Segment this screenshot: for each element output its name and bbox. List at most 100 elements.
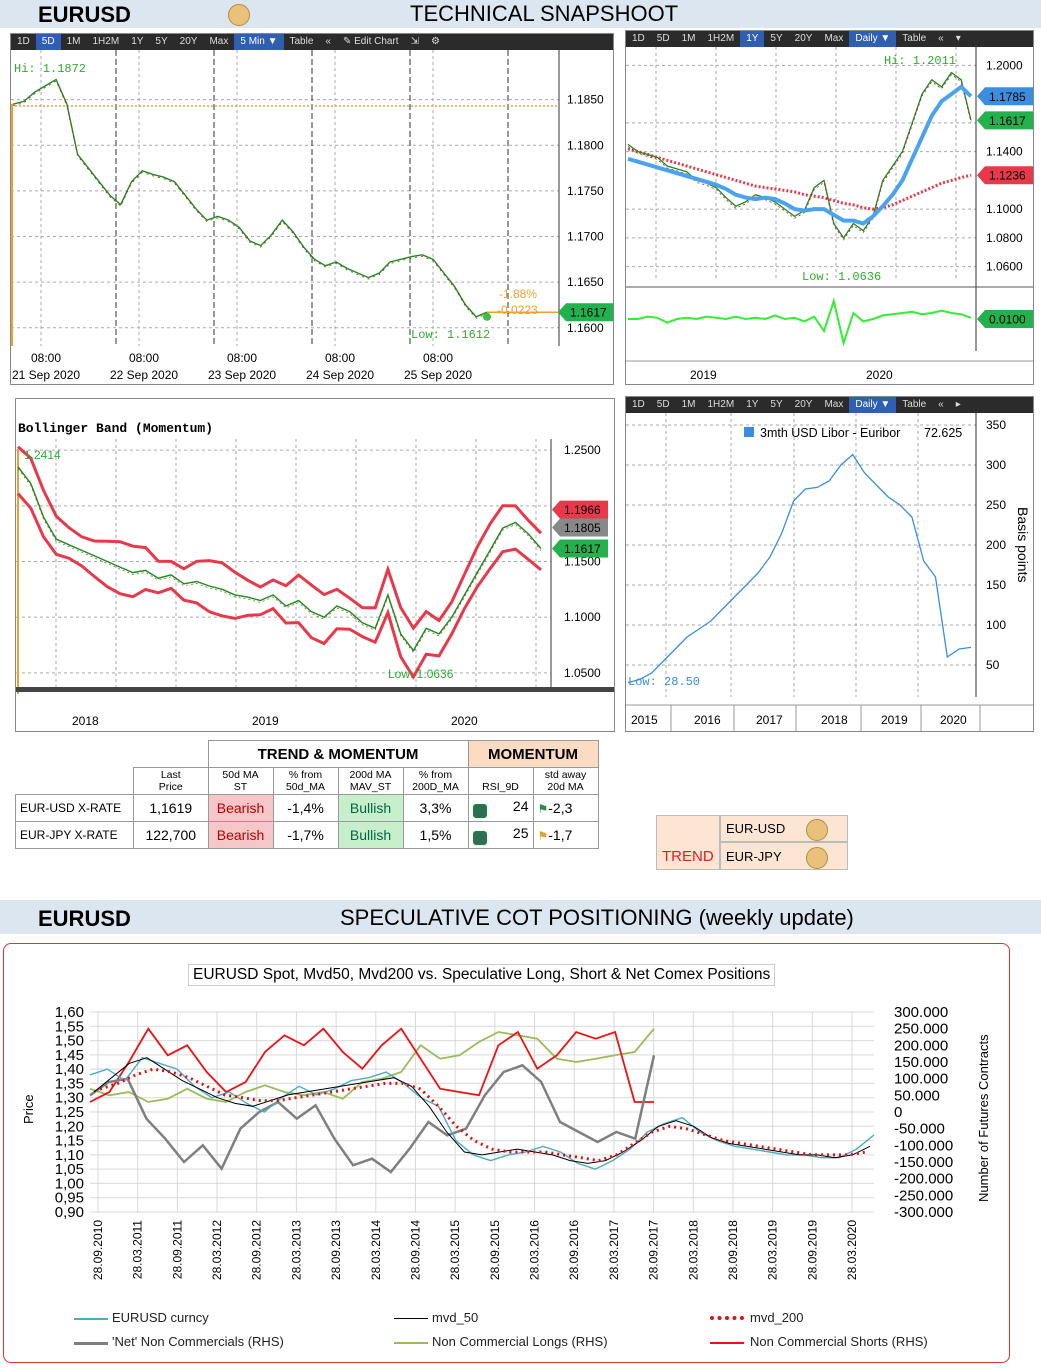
- toolbar-button-9[interactable]: Table: [902, 33, 927, 44]
- toolbar-button-5[interactable]: 5Y: [155, 36, 168, 47]
- left-tick-label: 1,10: [55, 1147, 84, 1164]
- toolbar-button-6[interactable]: 20Y: [794, 399, 813, 410]
- price-line: [17, 466, 542, 652]
- toolbar-button-3[interactable]: 1H2M: [707, 399, 735, 410]
- toolbar-button-13[interactable]: ⚙: [430, 36, 440, 47]
- toolbar-button-10[interactable]: «: [938, 33, 944, 44]
- right-tick-label: -50.000: [894, 1121, 945, 1138]
- last-tag-shape: [558, 303, 613, 322]
- mvd200-line: [99, 1067, 867, 1163]
- legend-swatch-spot: [74, 1318, 108, 1320]
- row-st: Bearish: [207, 821, 274, 849]
- intraday-chart-panel: 1D 5D 1M 1H2M 1Y 5Y 20Y Max 5 Min ▼ Table « ✎ Edit …: [10, 33, 614, 385]
- price-tag-1-shape: [977, 111, 1033, 130]
- row-pct200: 1,5%: [402, 821, 469, 849]
- right-tick-label: -150.000: [894, 1154, 953, 1171]
- bollinger-chart-panel: Bollinger Band (Momentum) 1.2500 1.1500 1.1…: [15, 398, 615, 732]
- col-rsi: RSI_9D: [467, 767, 534, 795]
- yearly-toolbar: 1D 5D 1M 1H2M 1Y 5Y 20Y Max Daily ▼ Table « ▾: [626, 31, 1033, 47]
- y-axis-label: Basis points: [1015, 507, 1031, 582]
- price-candles: [627, 74, 972, 241]
- x-tick-label: 28.03.2016: [528, 1220, 542, 1280]
- toolbar-button-7[interactable]: Max: [824, 33, 844, 44]
- band-tag-1: 1.1805: [564, 521, 601, 535]
- x-tick-label: 2019: [252, 714, 279, 728]
- y-tick-label: 50: [986, 658, 1000, 672]
- legend-swatch: [744, 427, 754, 437]
- mvd50-line: [93, 1057, 871, 1164]
- x-tick-label: 28.03.2019: [766, 1220, 780, 1280]
- toolbar-button-1[interactable]: 5D: [656, 33, 670, 44]
- chart-title: Bollinger Band (Momentum): [18, 421, 213, 436]
- toolbar-button-4[interactable]: 1Y: [131, 36, 144, 47]
- trend-coin-icon: [228, 4, 250, 26]
- change-abs: -0.0223: [497, 303, 538, 317]
- table-row: EUR-JPY X-RATE 122,700 Bearish -1,7% Bul…: [15, 821, 599, 849]
- toolbar-button-2[interactable]: 1M: [66, 36, 81, 47]
- toolbar-button-2[interactable]: 1M: [681, 399, 696, 410]
- toolbar-button-0[interactable]: 1D: [17, 36, 30, 47]
- toolbar-button-6[interactable]: 20Y: [179, 36, 198, 47]
- trend-coin-icon: [806, 847, 828, 869]
- trend-label: TREND: [662, 848, 714, 865]
- toolbar-button-12[interactable]: ⇲: [410, 36, 419, 47]
- y-tick-label: 100: [986, 618, 1006, 632]
- toolbar-button-7[interactable]: Max: [824, 399, 844, 410]
- x-tick-label: 28.03.2015: [448, 1220, 462, 1280]
- row-name: EUR-USD X-RATE: [15, 794, 134, 822]
- row-pct50: -1,4%: [272, 794, 339, 822]
- toolbar-button-0[interactable]: 1D: [632, 399, 645, 410]
- toolbar-button-8[interactable]: Daily ▼: [849, 31, 897, 47]
- row-pct200: 3,3%: [402, 794, 469, 822]
- last-point: [483, 312, 491, 321]
- toolbar-button-2[interactable]: 1M: [681, 33, 696, 44]
- legend-swatch-mvd50: [394, 1318, 428, 1319]
- toolbar-button-0[interactable]: 1D: [632, 33, 645, 44]
- price-line: [627, 71, 972, 240]
- toolbar-button-9[interactable]: Table: [289, 36, 314, 47]
- x-tick-label: 28.09.2019: [805, 1220, 819, 1280]
- x-tick-label: 28.03.2017: [607, 1220, 621, 1280]
- toolbar-button-10[interactable]: «: [325, 36, 331, 47]
- left-tick-label: 1,20: [55, 1118, 84, 1135]
- col-pct-50d: % from 50d_MA: [272, 767, 339, 795]
- top-symbol: EURUSD: [38, 2, 131, 27]
- flag-orange-icon: ⚑: [537, 829, 549, 843]
- toolbar-button-11[interactable]: ▸: [955, 399, 961, 410]
- left-tick-label: 1,35: [55, 1075, 84, 1092]
- toolbar-button-4[interactable]: 1Y: [746, 399, 759, 410]
- toolbar-button-5[interactable]: 5Y: [770, 399, 783, 410]
- x-tick-label: 28.09.2013: [329, 1220, 343, 1280]
- toolbar-button-8[interactable]: 5 Min ▼: [234, 34, 284, 50]
- x-tick-label: 28.09.2015: [488, 1220, 502, 1280]
- toolbar-button-3[interactable]: 1H2M: [707, 33, 735, 44]
- toolbar-button-11[interactable]: ✎ Edit Chart: [342, 36, 399, 47]
- top-title: TECHNICAL SNAPSHOOT: [410, 1, 679, 26]
- legend-mvd50: mvd_50: [432, 1310, 479, 1325]
- band-tag-0-shape: [552, 500, 608, 519]
- band-tag-1-shape: [552, 518, 608, 537]
- y-tick-label: 1.1000: [564, 610, 601, 624]
- toolbar-button-8[interactable]: Daily ▼: [849, 397, 897, 413]
- toolbar-button-3[interactable]: 1H2M: [92, 36, 120, 47]
- x-tick-label: 28.09.2017: [647, 1220, 661, 1280]
- toolbar-button-11[interactable]: ▾: [955, 33, 961, 44]
- toolbar-button-9[interactable]: Table: [902, 399, 927, 410]
- x-tick-label: 28.09.2014: [408, 1220, 422, 1280]
- low-label: Low: 1.1612: [411, 328, 490, 342]
- x-tick-date: 21 Sep 2020: [12, 368, 80, 382]
- legend-swatch-net: [74, 1342, 108, 1345]
- intraday-toolbar: 1D 5D 1M 1H2M 1Y 5Y 20Y Max 5 Min ▼ Table « ✎ Edit …: [11, 34, 613, 50]
- toolbar-button-7[interactable]: Max: [209, 36, 229, 47]
- toolbar-button-1[interactable]: 5D: [35, 34, 61, 50]
- y-tick-label: 350: [986, 418, 1006, 432]
- toolbar-button-10[interactable]: «: [938, 399, 944, 410]
- col-pct-200d: % from 200D_MA: [402, 767, 469, 795]
- toolbar-button-1[interactable]: 5D: [656, 399, 670, 410]
- toolbar-button-5[interactable]: 5Y: [770, 33, 783, 44]
- flag-green-icon: ⚑: [537, 802, 549, 816]
- toolbar-button-6[interactable]: 20Y: [794, 33, 813, 44]
- y-tick-label: 250: [986, 498, 1006, 512]
- x-tick-time: 08:00: [423, 351, 453, 365]
- toolbar-button-4[interactable]: 1Y: [740, 31, 765, 47]
